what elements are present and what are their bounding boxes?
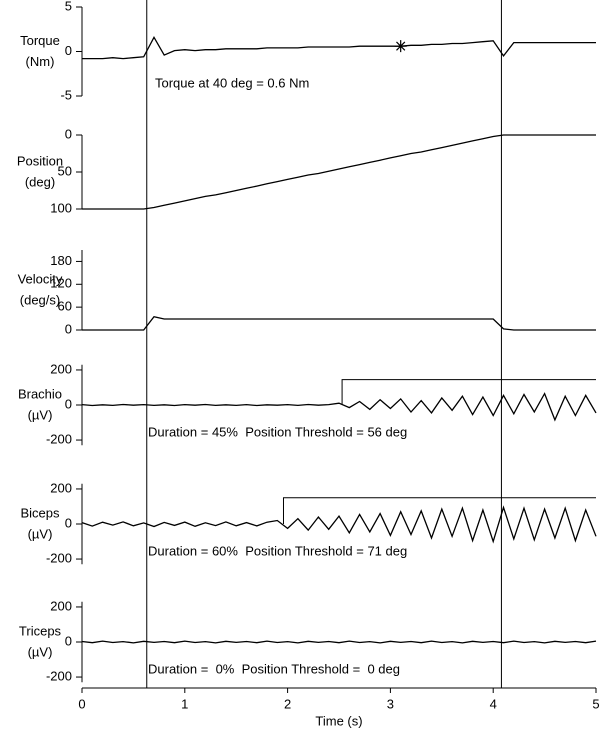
y-tick-label: 0 xyxy=(65,515,72,530)
x-axis-label: Time (s) xyxy=(315,713,362,728)
signal-line xyxy=(82,35,596,60)
y-axis-label: Torque xyxy=(20,33,60,48)
signal-line xyxy=(81,640,597,644)
y-axis-label: (µV) xyxy=(28,644,53,659)
y-tick-label: 0 xyxy=(65,633,72,648)
y-tick-label: -5 xyxy=(60,87,72,102)
x-tick-label: 4 xyxy=(490,696,497,711)
threshold-line xyxy=(341,379,596,405)
y-tick-label: 0 xyxy=(65,396,72,411)
signal-line xyxy=(82,315,596,331)
y-axis-label: (deg/s) xyxy=(20,292,60,307)
y-tick-label: 200 xyxy=(50,480,72,495)
annotation: Duration = 0% Position Threshold = 0 deg xyxy=(148,662,400,677)
y-tick-label: 0 xyxy=(65,126,72,141)
y-axis-label: (deg) xyxy=(25,174,55,189)
signal-line xyxy=(81,505,597,544)
y-axis-label: Position xyxy=(17,153,63,168)
x-tick-label: 3 xyxy=(387,696,394,711)
y-tick-label: 0 xyxy=(65,43,72,58)
y-tick-label: 50 xyxy=(58,163,72,178)
y-tick-label: 200 xyxy=(50,361,72,376)
annotation: Duration = 60% Position Threshold = 71 d… xyxy=(148,544,407,559)
y-axis-label: Velocity xyxy=(18,271,63,286)
y-axis-label: (µV) xyxy=(28,407,53,422)
y-tick-label: -200 xyxy=(46,431,72,446)
y-axis-label: Biceps xyxy=(20,505,60,520)
y-axis-label: Brachio xyxy=(18,386,62,401)
signal-line xyxy=(82,134,596,210)
y-tick-label: 180 xyxy=(50,253,72,268)
annotation: Torque at 40 deg = 0.6 Nm xyxy=(155,75,309,90)
y-axis-label: (µV) xyxy=(28,526,53,541)
signal-line xyxy=(81,392,597,422)
y-tick-label: 100 xyxy=(50,200,72,215)
x-tick-label: 2 xyxy=(284,696,291,711)
y-tick-label: -200 xyxy=(46,668,72,683)
y-axis-label: Triceps xyxy=(19,623,62,638)
y-axis-label: (Nm) xyxy=(26,54,55,69)
x-tick-label: 1 xyxy=(181,696,188,711)
y-tick-label: 5 xyxy=(65,0,72,13)
x-tick-label: 0 xyxy=(78,696,85,711)
y-tick-label: 200 xyxy=(50,598,72,613)
x-tick-label: 5 xyxy=(592,696,599,711)
y-tick-label: 60 xyxy=(58,299,72,314)
y-tick-label: 0 xyxy=(65,321,72,336)
y-tick-label: 120 xyxy=(50,276,72,291)
annotation: Duration = 45% Position Threshold = 56 d… xyxy=(148,425,407,440)
threshold-line xyxy=(282,497,596,524)
star-marker xyxy=(394,40,407,53)
y-tick-label: -200 xyxy=(46,550,72,565)
